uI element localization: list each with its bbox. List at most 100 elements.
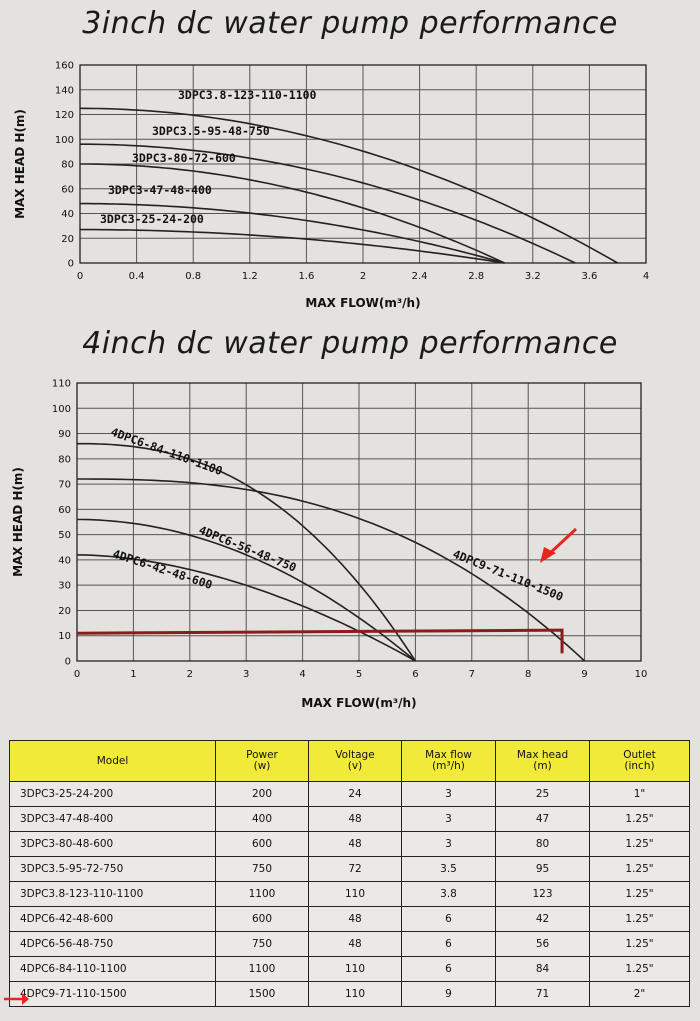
curve-label: 3DPC3-25-24-200: [100, 212, 204, 226]
column-header: Model: [9, 740, 216, 782]
y-tick-label: 40: [61, 209, 74, 220]
table-row: 4DPC6-42-48-600 600 48 6 42 1.25": [9, 906, 690, 932]
table-cell: 48: [308, 906, 402, 932]
table-row: 4DPC6-56-48-750 750 48 6 56 1.25": [9, 931, 690, 957]
table-cell: 3DPC3.8-123-110-1100: [9, 881, 216, 907]
table-cell: 80: [495, 831, 590, 857]
column-header: Voltage (v): [308, 740, 402, 782]
annotation: [76, 527, 578, 654]
table-cell: 48: [308, 831, 402, 857]
table-cell: 6: [401, 956, 496, 982]
table-cell: 3DPC3-47-48-400: [9, 806, 216, 832]
table-cell: 6: [401, 906, 496, 932]
y-tick-label: 70: [58, 480, 71, 491]
plot-frame: [76, 382, 642, 662]
table-row: 3DPC3.5-95-72-750 750 72 3.5 95 1.25": [9, 856, 690, 882]
series-curves: [79, 107, 619, 264]
x-tick-label: 1: [130, 669, 136, 680]
x-tick-label: 2.4: [412, 271, 428, 282]
y-tick-label: 120: [55, 110, 74, 121]
table-cell: 4DPC6-56-48-750: [9, 931, 216, 957]
column-header-unit: (v): [347, 760, 363, 772]
column-header-label: Outlet: [623, 749, 656, 761]
series-curve: [77, 518, 416, 662]
curve-labels: 3DPC3.8-123-110-1100 3DPC3.5-95-48-750 3DP…: [100, 88, 317, 226]
table-cell: 1.25": [589, 856, 690, 882]
y-tick-label: 50: [58, 530, 71, 541]
table-cell: 56: [495, 931, 590, 957]
table-cell: 3DPC3-80-48-600: [9, 831, 216, 857]
table-cell: 4DPC6-84-110-1100: [9, 956, 216, 982]
y-tick-label: 90: [58, 429, 71, 440]
table-cell: 24: [308, 781, 402, 807]
table-cell: 3DPC3-25-24-200: [9, 781, 216, 807]
column-header: Outlet (inch): [589, 740, 690, 782]
table-cell: 3.5: [401, 856, 496, 882]
curve-label: 3DPC3.5-95-48-750: [152, 124, 270, 138]
red-arrow-icon: [4, 993, 29, 1005]
table-cell: 6: [401, 931, 496, 957]
y-tick-label: 0: [65, 657, 71, 668]
column-header-unit: (inch): [624, 760, 655, 772]
y-tick-label: 160: [55, 61, 74, 72]
table-cell: 84: [495, 956, 590, 982]
series-curve: [80, 228, 505, 264]
x-tick-label: 2: [360, 271, 366, 282]
y-tick-label: 60: [61, 184, 74, 195]
x-tick-label: 2.8: [468, 271, 484, 282]
table-cell: 1.25": [589, 906, 690, 932]
column-header-label: Model: [96, 754, 129, 767]
table-cell: 3: [401, 806, 496, 832]
series-curve: [80, 163, 505, 264]
y-axis-label: MAX HEAD H(m): [11, 467, 25, 577]
y-tick-label: 10: [58, 631, 71, 642]
x-tick-label: 0: [77, 271, 83, 282]
y-tick-label: 30: [58, 581, 71, 592]
x-tick-label: 4: [299, 669, 305, 680]
y-tick-label: 20: [58, 606, 71, 617]
x-tick-label: 7: [469, 669, 475, 680]
y-tick-label: 20: [61, 234, 74, 245]
x-tick-label: 1.2: [242, 271, 258, 282]
x-tick-label: 10: [635, 669, 648, 680]
pump-spec-table: Model Power (w) Voltage (v) Max flow (m³/h) Max…: [9, 740, 690, 1007]
y-tick-label: 110: [52, 379, 71, 390]
table-cell: 42: [495, 906, 590, 932]
table-cell: 48: [308, 931, 402, 957]
table-cell: 1.25": [589, 806, 690, 832]
table-cell: 95: [495, 856, 590, 882]
table-cell: 750: [215, 931, 309, 957]
x-axis-label: MAX FLOW(m³/h): [301, 696, 416, 710]
table-cell: 110: [308, 881, 402, 907]
column-header-label: Voltage: [335, 749, 375, 761]
y-tick-label: 80: [61, 160, 74, 171]
curve-label: 3DPC3-47-48-400: [108, 183, 212, 197]
y-tick-label: 40: [58, 555, 71, 566]
x-tick-label: 9: [581, 669, 587, 680]
x-tick-label: 2: [187, 669, 193, 680]
grid: [76, 382, 642, 662]
column-header: Power (w): [215, 740, 309, 782]
table-row: 4DPC6-84-110-1100 1100 110 6 84 1.25": [9, 956, 690, 982]
red-arrow-shaft: [546, 527, 578, 557]
table-cell: 400: [215, 806, 309, 832]
y-axis-label: MAX HEAD H(m): [13, 109, 27, 219]
table-cell: 1.25": [589, 931, 690, 957]
table-cell: 25: [495, 781, 590, 807]
series-curve: [80, 202, 505, 264]
y-tick-label: 80: [58, 454, 71, 465]
table-cell: 3: [401, 781, 496, 807]
table-cell: 1100: [215, 956, 309, 982]
curve-labels: 4DPC6-84-110-11004DPC6-56-48-7504DPC6-42…: [109, 425, 565, 604]
chart-title-3inch: 3inch dc water pump performance: [82, 6, 618, 41]
table-row: 3DPC3-80-48-600 600 48 3 80 1.25": [9, 831, 690, 857]
series-curve: [79, 107, 619, 264]
x-tick-label: 0.8: [185, 271, 201, 282]
table-cell: 47: [495, 806, 590, 832]
table-cell: 3DPC3.5-95-72-750: [9, 856, 216, 882]
table-cell: 200: [215, 781, 309, 807]
y-tick-label: 100: [52, 404, 71, 415]
table-cell: 110: [308, 981, 402, 1007]
